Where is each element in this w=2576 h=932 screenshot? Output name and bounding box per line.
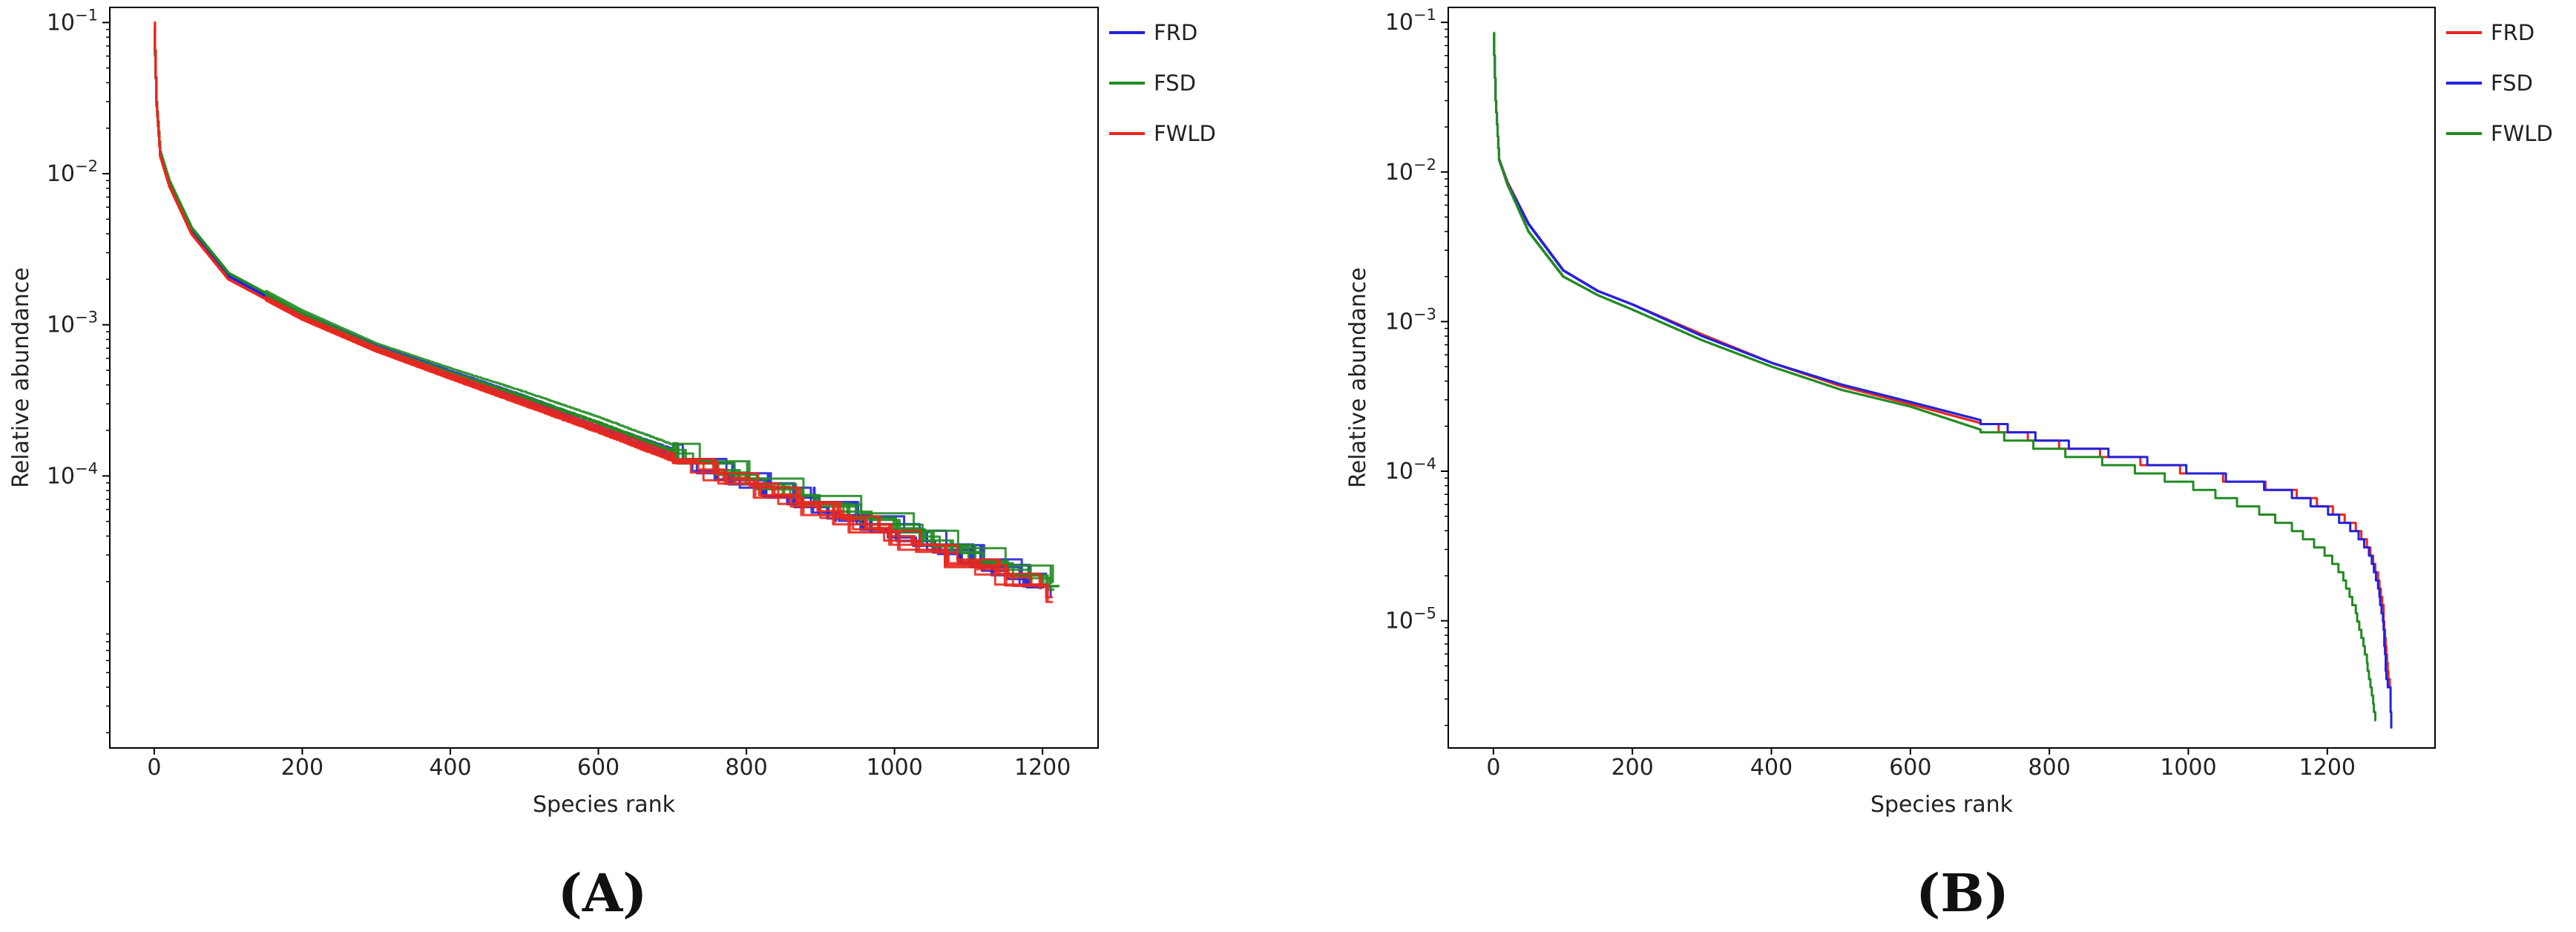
series-line-fwld <box>154 21 1042 590</box>
series-line-fsd <box>1493 31 2393 729</box>
series-line-fwld <box>1493 31 2376 722</box>
x-tick-label: 400 <box>1750 755 1793 781</box>
y-tick-label: 10−5 <box>1385 605 1436 634</box>
x-tick-label: 0 <box>147 755 161 781</box>
x-axis-label: Species rank <box>533 792 676 818</box>
legend-label-frd: FRD <box>1154 20 1197 45</box>
x-tick-label: 800 <box>725 755 767 781</box>
x-tick-label: 1200 <box>1014 755 1071 781</box>
legend-label-fwld: FWLD <box>2491 121 2553 146</box>
x-tick-label: 200 <box>281 755 323 781</box>
x-tick-label: 600 <box>577 755 620 781</box>
series-line-fsd <box>154 32 1054 584</box>
plot-frame <box>1448 7 2436 749</box>
series-line-frd <box>1493 31 2391 688</box>
y-tick-label: 10−1 <box>47 6 98 36</box>
panel-a: 0 200 400 600 800 1000 1200 10−4 10−3 10−2 10−1 Spe… <box>8 6 1216 924</box>
y-tick-label: 10−1 <box>1385 6 1436 36</box>
x-axis-label: Species rank <box>1870 792 2014 818</box>
x-tick-label: 200 <box>1611 755 1654 781</box>
legend-label-fsd: FSD <box>1154 70 1196 96</box>
x-tick-label: 1000 <box>2160 755 2216 781</box>
y-axis-label: Relative abundance <box>8 267 34 488</box>
panel-label: (B) <box>1916 862 2008 924</box>
y-axis-label: Relative abundance <box>1345 267 1371 488</box>
y-tick-label: 10−4 <box>47 459 98 489</box>
y-tick-label: 10−4 <box>1385 455 1436 485</box>
series-line-fwld <box>154 21 1042 587</box>
y-tick-label: 10−2 <box>47 157 98 187</box>
x-tick-label: 600 <box>1889 755 1931 781</box>
panel-label: (A) <box>558 862 648 924</box>
legend-label-fwld: FWLD <box>1154 121 1216 146</box>
y-tick-label: 10−3 <box>1385 305 1436 335</box>
x-tick-label: 800 <box>2028 755 2071 781</box>
plot-frame <box>109 7 1099 749</box>
legend-label-frd: FRD <box>2491 20 2534 45</box>
x-tick-label: 400 <box>429 755 471 781</box>
x-tick-label: 0 <box>1486 755 1500 781</box>
y-tick-label: 10−3 <box>47 309 98 338</box>
y-tick-label: 10−2 <box>1385 156 1436 186</box>
x-tick-label: 1000 <box>866 755 922 781</box>
legend-label-fsd: FSD <box>2491 70 2533 96</box>
panel-b: 0 200 400 600 800 1000 1200 10−5 10−4 10−3 10−2 10−… <box>1345 6 2553 924</box>
x-tick-label: 1200 <box>2299 755 2356 781</box>
